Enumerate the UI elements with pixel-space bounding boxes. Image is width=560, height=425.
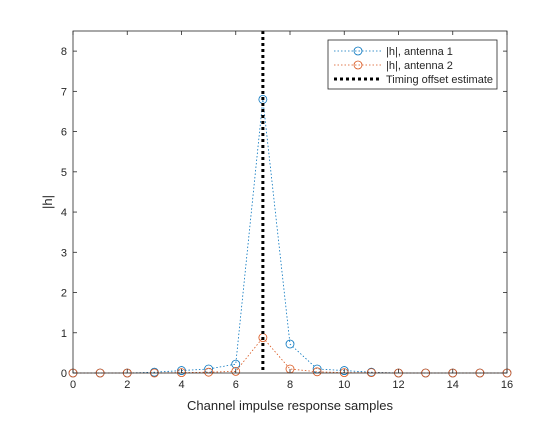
x-tick-label: 10 <box>338 379 350 391</box>
data-point-antenna-2 <box>231 366 241 376</box>
x-axis-label: Channel impulse response samples <box>187 398 393 413</box>
data-point-antenna-1 <box>285 339 295 349</box>
x-tick-label: 16 <box>501 379 513 391</box>
legend-marker-antenna-2 <box>353 60 363 70</box>
y-tick-label: 7 <box>61 86 67 98</box>
data-point-antenna-2 <box>339 368 349 377</box>
y-axis-label: |h| <box>40 195 55 209</box>
y-tick-label: 0 <box>61 368 67 380</box>
data-point-antenna-2 <box>312 367 322 377</box>
y-tick-label: 6 <box>61 127 67 139</box>
data-point-antenna-1 <box>339 366 349 375</box>
legend-marker-antenna-1 <box>353 46 363 56</box>
x-tick-label: 8 <box>287 379 293 391</box>
x-tick-label: 14 <box>447 379 459 391</box>
x-tick-label: 4 <box>178 379 184 391</box>
x-tick-label: 2 <box>124 379 130 391</box>
x-ticks: 0 2 4 6 8 10 12 14 16 <box>70 31 513 391</box>
legend-label-timing-offset: Timing offset estimate <box>386 74 493 86</box>
data-point-antenna-1 <box>231 359 241 369</box>
legend-label-antenna-2: |h|, antenna 2 <box>386 60 453 72</box>
data-point-antenna-2 <box>204 367 214 377</box>
x-tick-label: 6 <box>233 379 239 391</box>
legend-label-antenna-1: |h|, antenna 1 <box>386 46 453 58</box>
x-tick-label: 12 <box>392 379 404 391</box>
y-tick-label: 8 <box>61 46 67 58</box>
y-tick-label: 2 <box>61 288 67 300</box>
y-tick-label: 5 <box>61 167 67 179</box>
y-tick-label: 3 <box>61 247 67 259</box>
x-tick-label: 0 <box>70 379 76 391</box>
data-point-antenna-2 <box>366 368 376 377</box>
data-point-antenna-2 <box>177 368 186 377</box>
legend: |h|, antenna 1 |h|, antenna 2 Timing off… <box>327 39 498 90</box>
legend-box <box>327 39 498 90</box>
y-tick-label: 1 <box>61 328 67 340</box>
y-ticks: 0 1 2 3 4 5 6 7 8 <box>61 46 507 380</box>
y-tick-label: 4 <box>61 207 67 219</box>
data-point-antenna-1 <box>177 366 186 375</box>
